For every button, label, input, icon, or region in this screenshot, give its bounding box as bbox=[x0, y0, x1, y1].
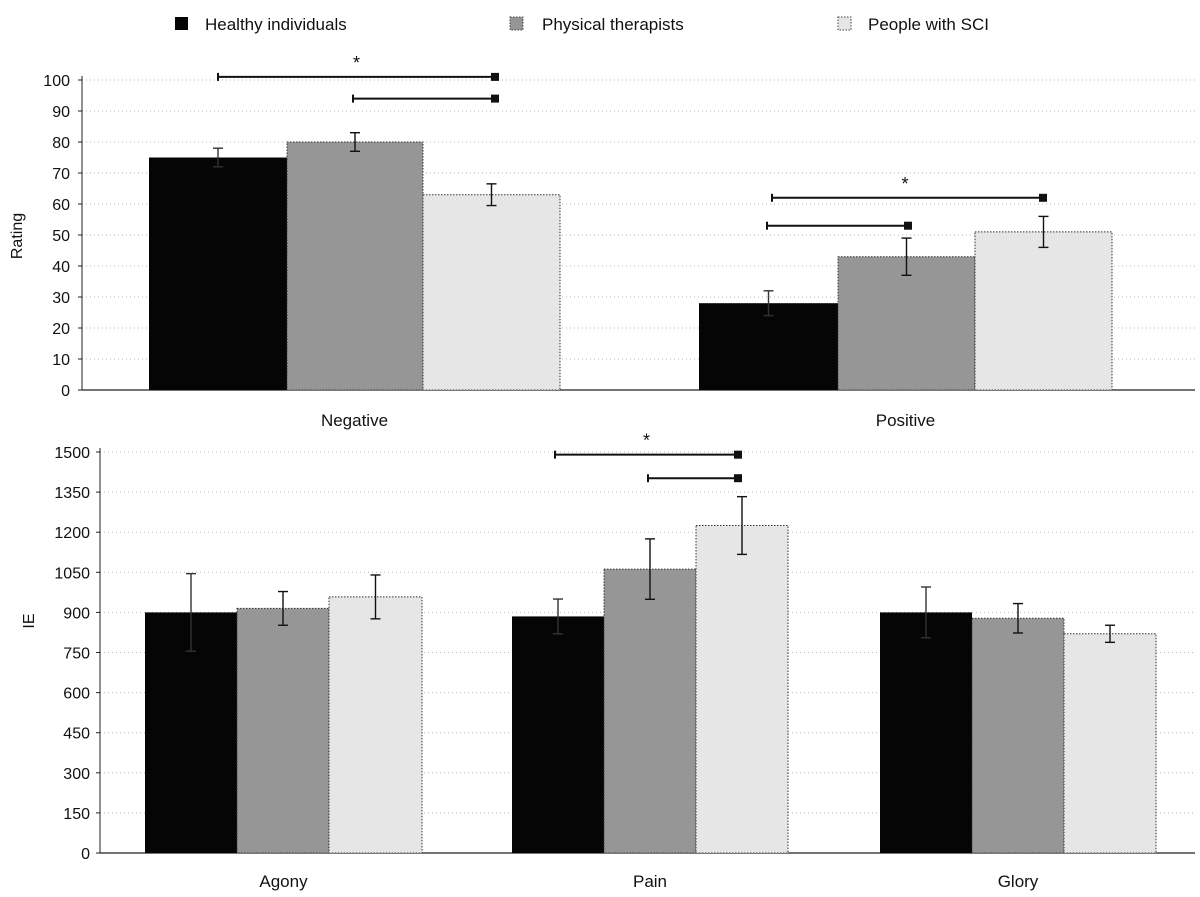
rating-bar-positive-people-with-sci bbox=[974, 231, 1113, 391]
ie-bar-agony-people-with-sci bbox=[328, 596, 423, 854]
ie-bar-agony-healthy-individuals bbox=[145, 612, 237, 853]
rating-error-bar-positive-people-with-sci bbox=[1038, 215, 1049, 249]
significance-star: * bbox=[643, 431, 650, 451]
rating-error-bar-negative-healthy-individuals bbox=[213, 147, 223, 168]
ie-tick-label: 1500 bbox=[54, 445, 90, 462]
ie-bar-glory-healthy-individuals bbox=[880, 612, 972, 853]
ie-tick-label: 150 bbox=[63, 806, 90, 823]
rating-tick-label: 40 bbox=[52, 259, 70, 276]
rating-tick-label: 30 bbox=[52, 290, 70, 307]
rating-error-bar-negative-physical-therapists bbox=[350, 131, 360, 153]
rating-bar-negative-people-with-sci bbox=[422, 194, 561, 391]
legend-label-physical-therapists: Physical therapists bbox=[542, 15, 684, 34]
ie-error-bar-agony-people-with-sci bbox=[370, 574, 381, 620]
rating-error-bar-positive-healthy-individuals bbox=[763, 290, 774, 317]
ie-chart: 0 150 300 450 600 750 900 1050 1200 1350 1500 IE Ago… bbox=[21, 431, 1195, 891]
ie-category-label-agony: Agony bbox=[259, 872, 308, 891]
ie-category-label-glory: Glory bbox=[998, 872, 1039, 891]
ie-tick-label: 0 bbox=[81, 846, 90, 863]
bracket-end-marker bbox=[904, 221, 912, 230]
significance-star: * bbox=[901, 174, 908, 194]
rating-bar-positive-physical-therapists bbox=[837, 256, 976, 391]
ie-tick-label: 600 bbox=[63, 686, 90, 703]
ie-bar-pain-healthy-individuals bbox=[512, 616, 604, 853]
ie-tick-label: 450 bbox=[63, 726, 90, 743]
ie-tick-label: 300 bbox=[63, 766, 90, 783]
ie-error-bar-agony-physical-therapists bbox=[278, 590, 288, 626]
ie-tick-label: 1200 bbox=[54, 525, 90, 542]
ie-category-label-pain: Pain bbox=[633, 872, 667, 891]
rating-tick-label: 70 bbox=[52, 166, 70, 183]
ie-error-bar-agony-healthy-individuals bbox=[186, 572, 196, 652]
rating-axis-title: Rating bbox=[9, 213, 26, 259]
rating-chart: 0 10 20 30 40 50 60 70 80 90 100 Rating Negative Posi… bbox=[9, 53, 1195, 430]
ie-bar-pain-people-with-sci bbox=[695, 525, 789, 854]
ie-bar-agony-physical-therapists bbox=[236, 607, 330, 854]
legend-swatch-people-with-sci bbox=[837, 16, 852, 31]
rating-error-bar-negative-people-with-sci bbox=[486, 183, 497, 207]
ie-error-bar-pain-people-with-sci bbox=[737, 495, 747, 556]
rating-tick-label: 60 bbox=[52, 197, 70, 214]
rating-tick-label: 10 bbox=[52, 352, 70, 369]
ie-tick-label: 750 bbox=[63, 646, 90, 663]
rating-tick-label: 100 bbox=[43, 73, 70, 90]
ie-bar-pain-physical-therapists bbox=[603, 568, 697, 854]
ie-significance-pain: * bbox=[554, 431, 742, 483]
rating-error-bar-positive-physical-therapists bbox=[901, 237, 912, 276]
ie-tick-label: 900 bbox=[63, 605, 90, 622]
rating-bar-negative-healthy-individuals bbox=[149, 157, 287, 390]
ie-tick-label: 1050 bbox=[54, 565, 90, 582]
rating-significance-negative: * bbox=[217, 53, 499, 103]
rating-category-label-positive: Positive bbox=[876, 411, 936, 430]
rating-tick-label: 80 bbox=[52, 135, 70, 152]
legend-swatch-physical-therapists bbox=[509, 16, 524, 31]
bracket-end-marker bbox=[491, 72, 499, 81]
ie-axis-title: IE bbox=[21, 613, 38, 628]
rating-bar-negative-physical-therapists bbox=[286, 141, 424, 391]
rating-category-label-negative: Negative bbox=[321, 411, 388, 430]
bracket-end-marker bbox=[734, 474, 742, 483]
bracket-end-marker bbox=[1039, 193, 1047, 202]
legend-label-people-with-sci: People with SCI bbox=[868, 15, 989, 34]
legend: Healthy individuals Physical therapists Pe… bbox=[175, 15, 989, 34]
legend-label-healthy-individuals: Healthy individuals bbox=[205, 15, 347, 34]
rating-significance-positive: * bbox=[766, 174, 1047, 230]
ie-error-bar-glory-physical-therapists bbox=[1013, 602, 1023, 634]
ie-tick-label: 1350 bbox=[54, 485, 90, 502]
rating-bar-positive-healthy-individuals bbox=[699, 303, 838, 390]
ie-error-bar-glory-people-with-sci bbox=[1105, 624, 1115, 644]
ie-bar-glory-physical-therapists bbox=[971, 617, 1065, 854]
ie-error-bar-pain-physical-therapists bbox=[645, 538, 655, 601]
rating-tick-label: 50 bbox=[52, 228, 70, 245]
legend-swatch-healthy-individuals bbox=[175, 17, 188, 30]
bracket-end-marker bbox=[734, 450, 742, 459]
bracket-end-marker bbox=[491, 94, 499, 103]
ie-bar-glory-people-with-sci bbox=[1063, 633, 1157, 854]
significance-star: * bbox=[353, 53, 360, 73]
ie-error-bar-pain-healthy-individuals bbox=[553, 598, 563, 635]
rating-tick-label: 20 bbox=[52, 321, 70, 338]
rating-tick-label: 0 bbox=[61, 383, 70, 400]
rating-tick-label: 90 bbox=[52, 104, 70, 121]
ie-error-bar-glory-healthy-individuals bbox=[921, 586, 931, 639]
